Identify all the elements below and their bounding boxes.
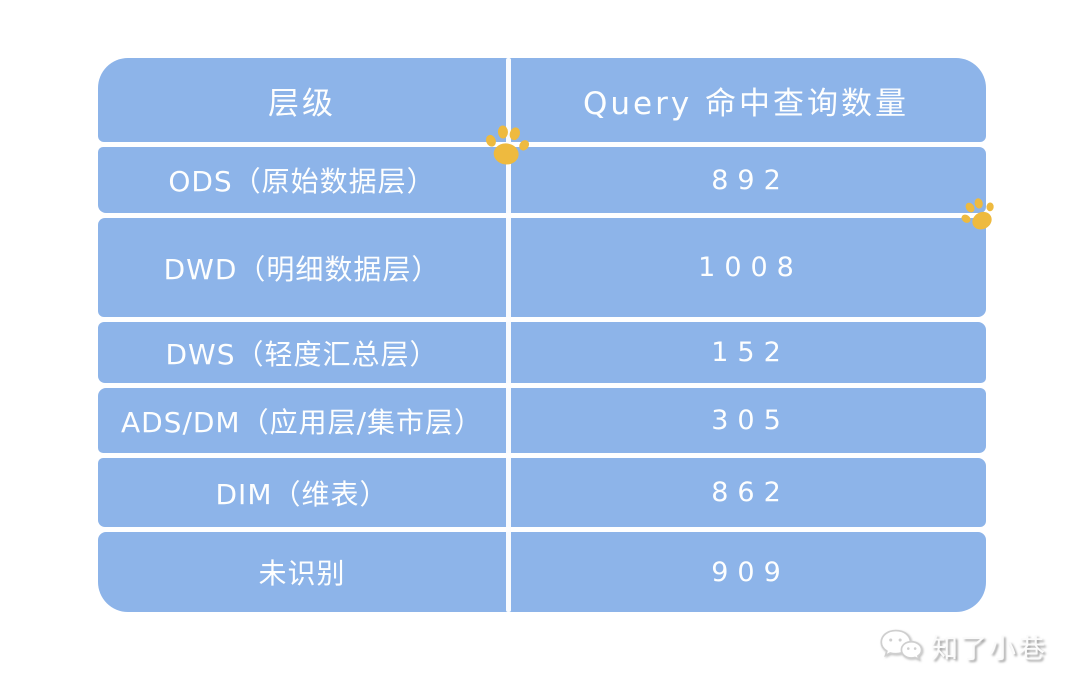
count-cell: 862 bbox=[506, 458, 986, 527]
paw-print-icon bbox=[486, 125, 530, 165]
count-value: 1008 bbox=[698, 252, 803, 283]
layer-query-table: 层级 Query 命中查询数量 ODS（原始数据层） 892 DWD（明细数据层… bbox=[98, 58, 986, 612]
level-cell: DWS（轻度汇总层） bbox=[98, 322, 506, 383]
table-row: 未识别 909 bbox=[98, 532, 986, 612]
count-cell: 305 bbox=[506, 388, 986, 453]
table-row: DWD（明细数据层） 1008 bbox=[98, 218, 986, 317]
count-cell: 152 bbox=[506, 322, 986, 383]
level-cell: ODS（原始数据层） bbox=[98, 147, 506, 213]
count-value: 909 bbox=[711, 556, 790, 588]
count-cell: 1008 bbox=[506, 218, 986, 317]
wechat-bubbles-icon bbox=[880, 629, 923, 661]
count-cell: 909 bbox=[506, 532, 986, 612]
level-label: DWS（轻度汇总层） bbox=[165, 337, 439, 371]
level-label: 未识别 bbox=[258, 557, 346, 590]
watermark: 知了小巷 bbox=[878, 626, 1047, 666]
header-label-level: 层级 bbox=[268, 85, 336, 122]
header-cell-count: Query 命中查询数量 bbox=[506, 58, 986, 142]
count-value: 862 bbox=[711, 477, 790, 508]
level-label: DIM（维表） bbox=[215, 477, 389, 511]
table-row: DIM（维表） 862 bbox=[98, 458, 986, 527]
table-row: DWS（轻度汇总层） 152 bbox=[98, 322, 986, 383]
table-row: ADS/DM（应用层/集市层） 305 bbox=[98, 388, 986, 453]
paw-print-icon bbox=[961, 198, 994, 230]
level-cell: DWD（明细数据层） bbox=[98, 218, 506, 317]
table-row: ODS（原始数据层） 892 bbox=[98, 147, 986, 213]
level-label: ADS/DM（应用层/集市层） bbox=[120, 405, 484, 439]
watermark-text: 知了小巷 bbox=[931, 633, 1047, 665]
column-divider bbox=[506, 58, 511, 612]
count-cell: 892 bbox=[506, 147, 986, 213]
table-header-row: 层级 Query 命中查询数量 bbox=[98, 58, 986, 142]
level-label: DWD（明细数据层） bbox=[163, 252, 441, 286]
level-cell: ADS/DM（应用层/集市层） bbox=[98, 388, 506, 453]
header-label-count: Query 命中查询数量 bbox=[582, 85, 910, 122]
level-label: ODS（原始数据层） bbox=[168, 165, 436, 198]
count-value: 305 bbox=[711, 405, 790, 436]
level-cell: DIM（维表） bbox=[98, 458, 506, 527]
count-value: 152 bbox=[711, 337, 790, 368]
level-cell: 未识别 bbox=[98, 532, 506, 612]
count-value: 892 bbox=[711, 164, 790, 196]
header-cell-level: 层级 bbox=[98, 58, 506, 142]
